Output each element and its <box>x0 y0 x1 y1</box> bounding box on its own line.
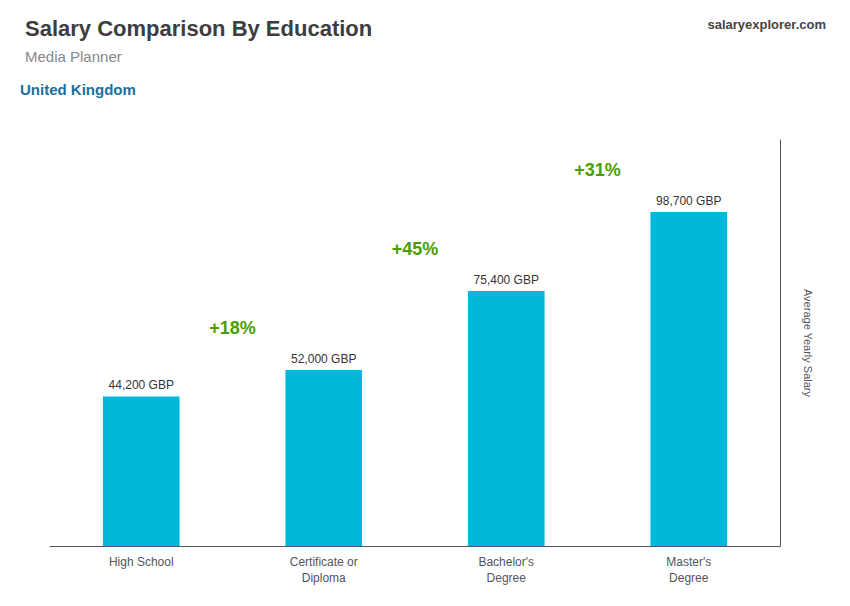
svg-text:Salary Comparison By Education: Salary Comparison By Education <box>25 16 372 41</box>
svg-text:Diploma: Diploma <box>302 571 346 585</box>
svg-text:Degree: Degree <box>487 571 527 585</box>
svg-text:44,200 GBP: 44,200 GBP <box>109 378 174 392</box>
svg-text:Media Planner: Media Planner <box>25 48 122 65</box>
svg-text:+31%: +31% <box>574 160 621 180</box>
svg-text:Bachelor's: Bachelor's <box>478 555 534 569</box>
svg-text:United Kingdom: United Kingdom <box>20 81 136 98</box>
svg-text:salaryexplorer.com: salaryexplorer.com <box>707 17 826 32</box>
svg-text:52,000 GBP: 52,000 GBP <box>291 352 356 366</box>
svg-text:Certificate or: Certificate or <box>290 555 358 569</box>
svg-text:+18%: +18% <box>209 318 256 338</box>
svg-text:Master's: Master's <box>666 555 711 569</box>
svg-text:75,400 GBP: 75,400 GBP <box>474 273 539 287</box>
svg-text:Average Yearly Salary: Average Yearly Salary <box>802 289 814 398</box>
svg-text:+45%: +45% <box>392 239 439 259</box>
svg-text:High School: High School <box>109 555 174 569</box>
svg-text:Degree: Degree <box>669 571 709 585</box>
svg-text:98,700 GBP: 98,700 GBP <box>656 194 721 208</box>
